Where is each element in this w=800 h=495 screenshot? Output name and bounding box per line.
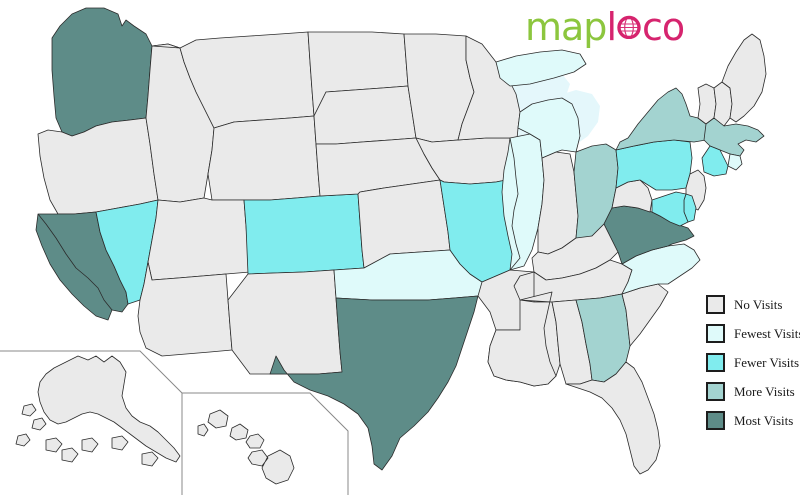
alaska-inset-frame bbox=[0, 350, 183, 495]
legend-item-fewest-visits[interactable]: Fewest Visits bbox=[706, 321, 800, 346]
legend-swatch-no-visits bbox=[706, 295, 725, 314]
state-CO[interactable] bbox=[243, 193, 365, 275]
legend-label-most-visits: Most Visits bbox=[734, 413, 794, 428]
state-IN[interactable] bbox=[537, 151, 579, 255]
state-IL[interactable] bbox=[501, 133, 545, 271]
legend-item-more-visits[interactable]: More Visits bbox=[706, 379, 800, 404]
legend-swatch-more-visits bbox=[706, 382, 725, 401]
state-SD[interactable] bbox=[313, 85, 417, 145]
legend-label-fewer-visits: Fewer Visits bbox=[734, 355, 800, 370]
state-SC[interactable] bbox=[621, 283, 669, 347]
logo-text-o: o bbox=[661, 5, 685, 49]
logo-text-map: map bbox=[525, 5, 607, 49]
state-UT[interactable] bbox=[147, 197, 251, 281]
globe-icon bbox=[617, 15, 641, 39]
legend-label-fewest-visits: Fewest Visits bbox=[734, 326, 800, 341]
legend-swatch-most-visits bbox=[706, 411, 725, 430]
map-legend: No Visits Fewest Visits Fewer Visits Mor… bbox=[706, 292, 800, 437]
legend-swatch-fewer-visits bbox=[706, 353, 725, 372]
state-FL[interactable] bbox=[565, 361, 661, 475]
state-AK[interactable] bbox=[15, 355, 181, 467]
legend-item-most-visits[interactable]: Most Visits bbox=[706, 408, 800, 433]
state-ME[interactable] bbox=[721, 33, 767, 123]
state-NM[interactable] bbox=[227, 269, 343, 375]
state-CT[interactable] bbox=[701, 145, 729, 177]
state-OR[interactable] bbox=[37, 117, 159, 215]
state-WY[interactable] bbox=[207, 115, 321, 201]
logo-text-l: l bbox=[606, 5, 617, 49]
states-group bbox=[15, 7, 767, 485]
lake-huron-erie-ontario bbox=[552, 90, 672, 174]
state-NH[interactable] bbox=[713, 81, 733, 127]
logo-text-c: c bbox=[642, 5, 663, 49]
state-WA[interactable] bbox=[51, 7, 153, 137]
legend-swatch-fewest-visits bbox=[706, 324, 725, 343]
state-NY[interactable] bbox=[615, 87, 713, 151]
state-HI[interactable] bbox=[197, 409, 295, 485]
state-TX[interactable] bbox=[269, 295, 479, 471]
state-RI[interactable] bbox=[727, 153, 743, 171]
state-VT[interactable] bbox=[697, 83, 717, 125]
state-MD[interactable] bbox=[651, 191, 689, 227]
legend-label-more-visits: More Visits bbox=[734, 384, 795, 399]
legend-item-fewer-visits[interactable]: Fewer Visits bbox=[706, 350, 800, 375]
legend-label-no-visits: No Visits bbox=[734, 297, 783, 312]
inset-frames-group bbox=[0, 350, 349, 495]
legend-item-no-visits[interactable]: No Visits bbox=[706, 292, 800, 317]
hawaii-inset-frame bbox=[182, 392, 349, 495]
